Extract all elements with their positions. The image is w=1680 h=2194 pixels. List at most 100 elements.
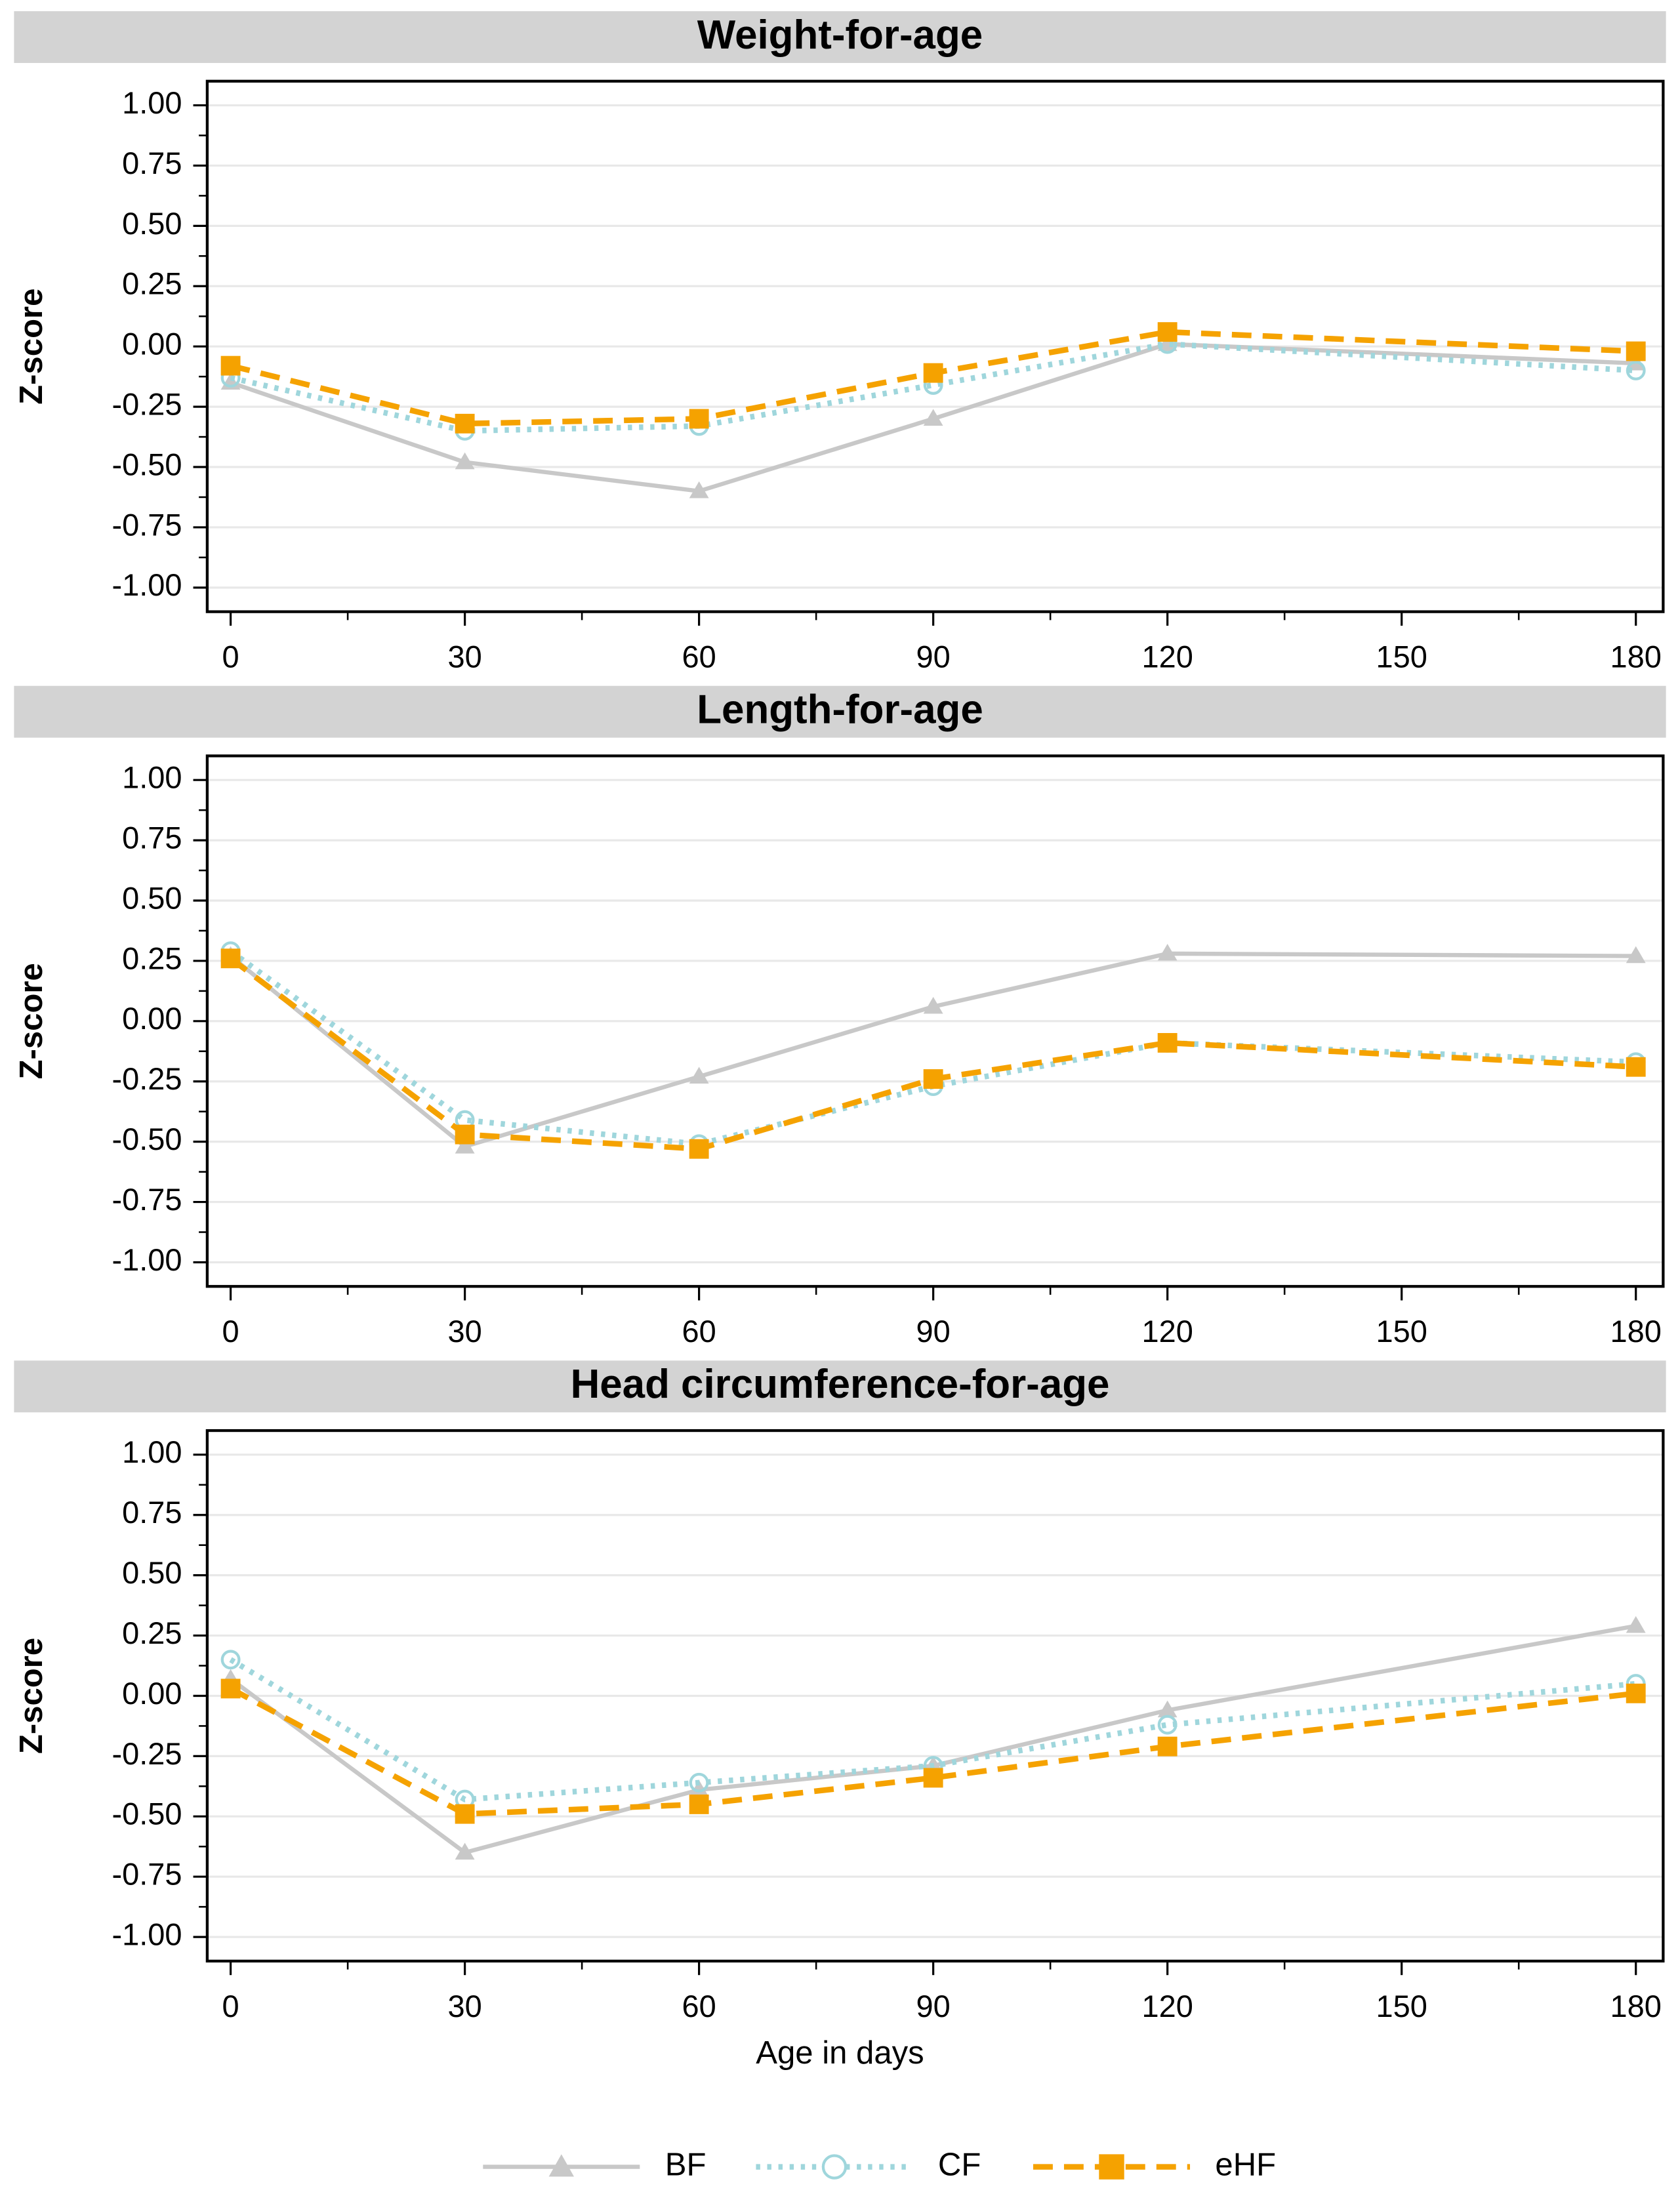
marker [1626, 341, 1646, 361]
x-tick-label: 180 [1610, 1314, 1662, 1349]
marker [1157, 943, 1178, 961]
y-tick-label: 0.75 [122, 146, 182, 180]
plot-frame [205, 754, 1665, 1288]
marker [689, 1067, 709, 1084]
marker [923, 1069, 943, 1089]
y-tick-label: -0.25 [112, 1736, 182, 1771]
y-tick-label: 0.25 [122, 1615, 182, 1650]
x-tick-label: 0 [222, 1314, 239, 1349]
marker [1157, 1715, 1178, 1735]
series-line [229, 1686, 1637, 1817]
x-tick-label: 120 [1141, 640, 1193, 674]
panel-title: Head circumference-for-age [571, 1362, 1110, 1407]
y-tick-label: 0.00 [122, 1001, 182, 1036]
marker [1626, 1683, 1646, 1703]
y-tick-label: 0.25 [122, 266, 182, 301]
legend-marker [548, 2154, 575, 2177]
panel-header [14, 1360, 1666, 1413]
x-tick-label: 120 [1141, 1989, 1193, 2023]
panel-header [14, 11, 1666, 64]
marker [1626, 946, 1646, 964]
legend-label: BF [665, 2147, 707, 2183]
y-tick-label: -1.00 [112, 1242, 182, 1277]
y-tick-label: 0.00 [122, 1676, 182, 1711]
x-tick-label: 60 [682, 640, 716, 674]
x-tick-label: 60 [682, 1989, 716, 2023]
x-tick-label: 90 [916, 1989, 951, 2023]
y-tick-label: 0.75 [122, 1495, 182, 1530]
marker [455, 1124, 475, 1145]
x-tick-label: 150 [1376, 640, 1427, 674]
marker [1157, 1700, 1178, 1718]
x-tick-label: 30 [447, 640, 481, 674]
y-tick-label: -0.50 [112, 1122, 182, 1156]
marker [220, 948, 241, 969]
panel-title: Weight-for-age [697, 12, 983, 58]
marker [455, 1842, 475, 1860]
x-tick-label: 150 [1376, 1314, 1427, 1349]
marker [455, 452, 475, 470]
y-tick-label: -0.75 [112, 507, 182, 542]
legend-label: eHF [1215, 2147, 1276, 2183]
y-tick-label: -0.50 [112, 1797, 182, 1831]
marker [220, 1678, 241, 1699]
y-tick-label: 1.00 [122, 760, 182, 795]
x-tick-label: 90 [916, 640, 951, 674]
x-axis-label: Age in days [756, 2035, 924, 2071]
marker [689, 1794, 709, 1814]
y-tick-label: 0.50 [122, 880, 182, 915]
x-tick-label: 150 [1376, 1989, 1427, 2023]
plot-frame [205, 79, 1665, 613]
legend-marker [821, 2154, 848, 2180]
marker [689, 1772, 709, 1793]
series-line [229, 956, 1636, 1152]
x-tick-label: 0 [222, 640, 239, 674]
legend-marker [1099, 2154, 1124, 2180]
marker [1157, 1032, 1178, 1053]
marker [1626, 1615, 1646, 1633]
y-tick-label: -0.75 [112, 1182, 182, 1217]
y-tick-label: 0.00 [122, 327, 182, 361]
x-tick-label: 180 [1610, 1989, 1662, 2023]
y-tick-label: 0.75 [122, 821, 182, 855]
x-tick-label: 90 [916, 1314, 951, 1349]
y-tick-label: -0.25 [112, 1061, 182, 1096]
marker [689, 1139, 709, 1159]
marker [455, 1804, 475, 1824]
marker [455, 1137, 475, 1154]
series-line [230, 329, 1636, 427]
y-tick-label: -0.75 [112, 1857, 182, 1892]
y-tick-label: -1.00 [112, 1917, 182, 1952]
y-axis-label: Z-score [14, 1638, 49, 1754]
marker [455, 413, 475, 434]
series-line [229, 1657, 1637, 1802]
marker [1157, 322, 1178, 342]
marker [220, 1650, 241, 1670]
y-tick-label: -1.00 [112, 567, 182, 602]
series-line [229, 1623, 1637, 1855]
marker [1626, 361, 1646, 380]
x-tick-label: 30 [447, 1989, 481, 2023]
panel-header [14, 685, 1666, 738]
x-tick-label: 60 [682, 1314, 716, 1349]
x-tick-label: 120 [1141, 1314, 1193, 1349]
y-tick-label: 1.00 [122, 85, 182, 120]
y-tick-label: -0.25 [112, 387, 182, 422]
marker [689, 481, 709, 498]
marker [1157, 1736, 1178, 1757]
marker [923, 409, 943, 426]
marker [923, 363, 943, 383]
series-line [230, 342, 1636, 494]
marker [689, 1779, 709, 1797]
y-tick-label: 0.50 [122, 1555, 182, 1590]
y-tick-label: 0.50 [122, 206, 182, 241]
y-tick-label: -0.50 [112, 447, 182, 481]
series-line [229, 951, 1636, 1149]
x-tick-label: 180 [1610, 640, 1662, 674]
plot-frame [205, 1429, 1665, 1963]
marker [923, 1768, 943, 1788]
y-tick-label: 1.00 [122, 1434, 182, 1469]
x-tick-label: 0 [222, 1989, 239, 2023]
